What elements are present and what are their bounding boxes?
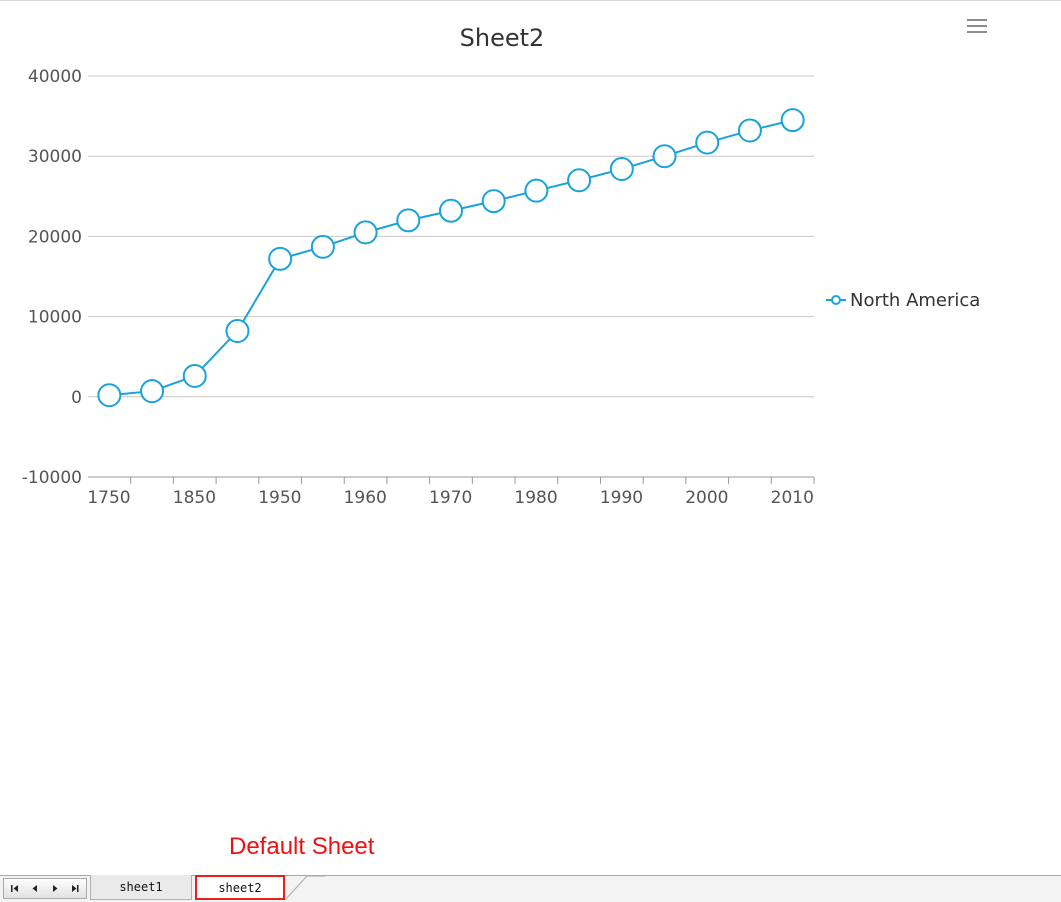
tab-edge-decoration bbox=[285, 875, 325, 901]
data-point bbox=[353, 220, 378, 245]
data-point bbox=[140, 379, 165, 404]
previous-sheet-icon bbox=[32, 885, 37, 892]
sheet-navigation bbox=[3, 878, 87, 899]
chart-title: Sheet2 bbox=[460, 24, 545, 52]
x-tick-label: 1960 bbox=[344, 488, 387, 508]
data-point bbox=[97, 383, 122, 408]
hamburger-menu-icon bbox=[967, 19, 987, 21]
data-point bbox=[439, 198, 463, 223]
sheet-tab-bar: sheet1 sheet2 bbox=[0, 875, 1061, 902]
y-tick-label: 20000 bbox=[28, 227, 82, 247]
window-top-border bbox=[0, 0, 1061, 1]
series-line bbox=[109, 119, 793, 397]
x-tick-label: 2000 bbox=[685, 488, 728, 508]
data-point bbox=[481, 189, 506, 214]
x-tick-label: 1980 bbox=[514, 488, 557, 508]
first-sheet-icon bbox=[11, 885, 18, 892]
next-sheet-button[interactable] bbox=[46, 879, 64, 898]
data-point bbox=[225, 319, 250, 344]
data-point bbox=[780, 108, 805, 133]
legend-label: North America bbox=[850, 290, 980, 311]
default-sheet-annotation: Default Sheet bbox=[229, 833, 375, 860]
chart-area: Sheet2 40000 30000 20000 10000 0 -10000 1750 185… bbox=[22, 14, 994, 508]
y-tick-label: 0 bbox=[71, 388, 82, 408]
x-tick-label: 2010 bbox=[771, 488, 814, 508]
data-point bbox=[268, 246, 293, 271]
last-sheet-icon bbox=[72, 885, 79, 892]
data-point bbox=[524, 178, 549, 203]
y-tick-label: 40000 bbox=[28, 67, 82, 87]
sheet-tab-sheet1[interactable]: sheet1 bbox=[90, 875, 192, 900]
x-tick-label: 1850 bbox=[173, 488, 216, 508]
sheet-tab-label: sheet1 bbox=[119, 880, 163, 894]
chart-menu-button[interactable] bbox=[960, 14, 994, 40]
x-tick-label: 1950 bbox=[258, 488, 301, 508]
data-point bbox=[695, 130, 720, 155]
x-tick-label: 1990 bbox=[600, 488, 643, 508]
next-sheet-icon bbox=[53, 885, 58, 892]
hamburger-menu-icon bbox=[967, 25, 987, 27]
data-point bbox=[737, 118, 762, 143]
y-tick-label: 10000 bbox=[28, 308, 82, 328]
data-point bbox=[609, 157, 634, 182]
previous-sheet-button[interactable] bbox=[26, 879, 44, 898]
sheet-tab-label: sheet2 bbox=[218, 880, 262, 895]
data-point bbox=[652, 144, 677, 169]
sheet-tab-sheet2[interactable]: sheet2 bbox=[195, 875, 285, 900]
data-point bbox=[396, 208, 421, 233]
legend-marker bbox=[831, 295, 841, 305]
hamburger-menu-icon bbox=[967, 31, 987, 33]
y-tick-label: 30000 bbox=[28, 147, 82, 167]
data-point bbox=[310, 234, 335, 259]
last-sheet-button[interactable] bbox=[66, 879, 84, 898]
x-tick-label: 1750 bbox=[87, 488, 130, 508]
first-sheet-button[interactable] bbox=[6, 879, 24, 898]
x-tick-label: 1970 bbox=[429, 488, 472, 508]
data-point bbox=[567, 168, 592, 193]
y-tick-label: -10000 bbox=[22, 468, 82, 488]
data-point bbox=[182, 363, 207, 388]
